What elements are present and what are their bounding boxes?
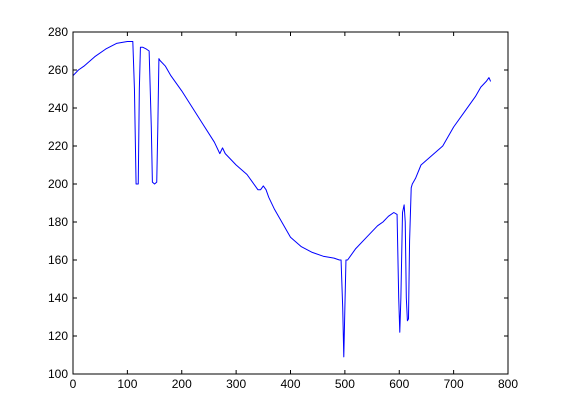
x-tick-label: 500 [335,377,355,391]
y-tick-label: 140 [48,291,68,305]
x-tick-label: 400 [280,377,300,391]
y-tick-label: 200 [48,177,68,191]
x-tick-label: 800 [498,377,518,391]
x-tick-label: 700 [444,377,464,391]
x-axis-ticks: 0 100 200 300 400 500 600 700 800 [70,32,518,391]
y-tick-label: 280 [48,25,68,39]
x-tick-label: 0 [70,377,77,391]
y-tick-label: 240 [48,101,68,115]
y-tick-label: 260 [48,63,68,77]
y-tick-label: 100 [48,367,68,381]
x-tick-label: 300 [226,377,246,391]
plot-area [73,32,508,374]
series-layer [72,41,492,358]
series-line-0 [72,41,492,358]
y-tick-label: 160 [48,253,68,267]
x-tick-label: 200 [172,377,192,391]
axes-box [72,31,509,375]
y-tick-label: 120 [48,329,68,343]
y-tick-label: 180 [48,215,68,229]
x-tick-label: 600 [389,377,409,391]
y-axis-ticks: 100 120 140 160 180 200 220 240 260 280 [48,25,508,381]
x-tick-label: 100 [117,377,137,391]
y-tick-label: 220 [48,139,68,153]
